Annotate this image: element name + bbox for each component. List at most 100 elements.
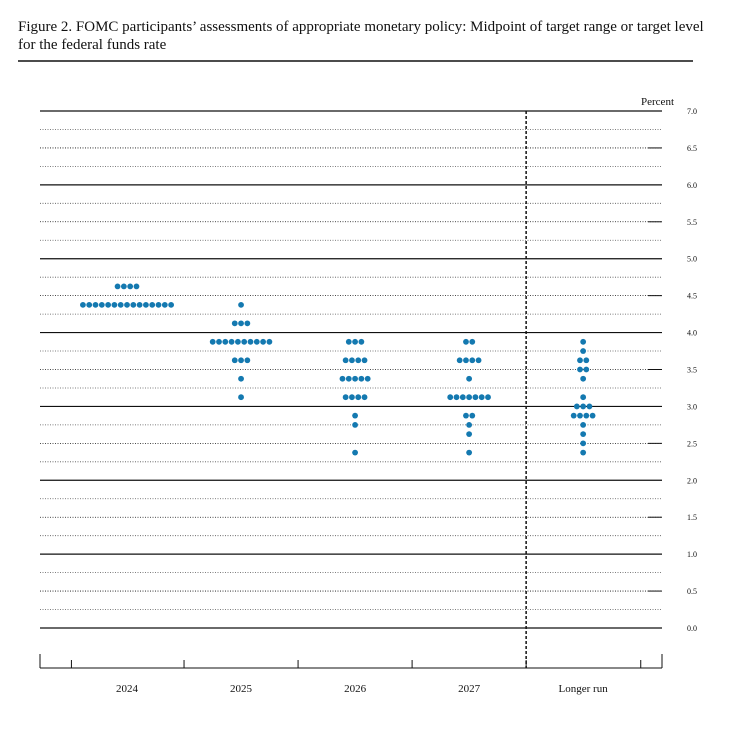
dot — [478, 394, 485, 401]
dot — [342, 394, 349, 401]
dot — [466, 375, 473, 382]
dot — [238, 357, 244, 364]
dot — [589, 412, 596, 419]
dot — [86, 301, 93, 308]
dot — [149, 301, 156, 308]
y-tick-label: 2.0 — [687, 476, 697, 485]
dot — [456, 357, 463, 364]
dot — [349, 394, 355, 401]
dot — [580, 375, 587, 382]
dot — [570, 412, 577, 419]
dot — [358, 375, 365, 382]
dot — [580, 449, 587, 456]
dot — [466, 421, 473, 428]
dot — [238, 320, 244, 327]
dot — [266, 338, 273, 345]
dot — [168, 301, 175, 308]
dot — [352, 412, 358, 419]
y-tick-label: 4.0 — [687, 329, 697, 338]
dot — [244, 320, 251, 327]
y-tick-label: 3.0 — [687, 402, 697, 411]
dot — [238, 301, 244, 308]
dot — [345, 338, 352, 345]
dot — [583, 412, 590, 419]
dot — [231, 357, 238, 364]
dot — [447, 394, 454, 401]
dot — [580, 421, 587, 428]
x-tick-label: 2027 — [458, 683, 481, 695]
dot — [463, 338, 469, 345]
dot — [469, 412, 476, 419]
dot — [124, 301, 130, 308]
dot — [358, 338, 365, 345]
dot — [130, 301, 137, 308]
y-tick-label: 6.5 — [687, 144, 697, 153]
dot — [349, 357, 355, 364]
y-tick-label: 6.0 — [687, 181, 697, 190]
dot — [105, 301, 112, 308]
dot — [161, 301, 168, 308]
dot — [235, 338, 241, 345]
dot — [364, 375, 371, 382]
x-tick-label: 2025 — [230, 683, 253, 695]
dot — [260, 338, 266, 345]
y-tick-label: 1.0 — [687, 550, 697, 559]
dot — [580, 348, 587, 354]
dot — [463, 357, 469, 364]
dot — [355, 357, 362, 364]
dot — [241, 338, 248, 345]
dot — [577, 366, 583, 373]
y-axis-label: Percent — [641, 96, 674, 108]
x-tick-label: 2026 — [344, 683, 367, 695]
dot — [143, 301, 149, 308]
dot — [80, 301, 86, 308]
dot — [253, 338, 260, 345]
dot — [580, 431, 587, 438]
dot — [586, 403, 593, 410]
dot — [352, 338, 358, 345]
dot — [352, 375, 358, 382]
dot — [238, 394, 244, 401]
x-tick-label: 2024 — [116, 683, 139, 695]
dot — [238, 375, 244, 382]
y-tick-label: 2.5 — [687, 439, 697, 448]
dot — [92, 301, 99, 308]
dot — [244, 357, 251, 364]
dot — [136, 301, 143, 308]
dot — [222, 338, 229, 345]
dot — [463, 412, 469, 419]
dot — [361, 394, 368, 401]
dot — [339, 375, 346, 382]
dot — [583, 366, 590, 373]
dot — [133, 283, 140, 290]
y-tick-label: 1.5 — [687, 513, 697, 522]
y-tick-label: 5.0 — [687, 255, 697, 264]
dot — [111, 301, 118, 308]
dot — [466, 394, 473, 401]
y-tick-label: 0.5 — [687, 587, 697, 596]
dot — [466, 431, 473, 438]
dot — [352, 421, 358, 428]
dot — [355, 394, 362, 401]
y-tick-label: 0.0 — [687, 624, 697, 633]
dot — [98, 301, 105, 308]
x-tick-label: Longer run — [559, 683, 609, 695]
dot — [580, 403, 587, 410]
dot — [352, 449, 358, 456]
dot — [231, 320, 238, 327]
dot — [228, 338, 235, 345]
dot — [577, 357, 583, 364]
dot — [580, 440, 587, 447]
dot — [469, 338, 476, 345]
dot — [120, 283, 127, 290]
dot — [577, 412, 583, 419]
dot — [475, 357, 482, 364]
y-tick-label: 3.5 — [687, 366, 697, 375]
y-tick-label: 4.5 — [687, 292, 697, 301]
title-box: Figure 2. FOMC participants’ assessments… — [18, 19, 704, 53]
dot — [453, 394, 460, 401]
dot — [472, 394, 479, 401]
y-tick-label: 5.5 — [687, 218, 697, 227]
dot — [573, 403, 580, 410]
